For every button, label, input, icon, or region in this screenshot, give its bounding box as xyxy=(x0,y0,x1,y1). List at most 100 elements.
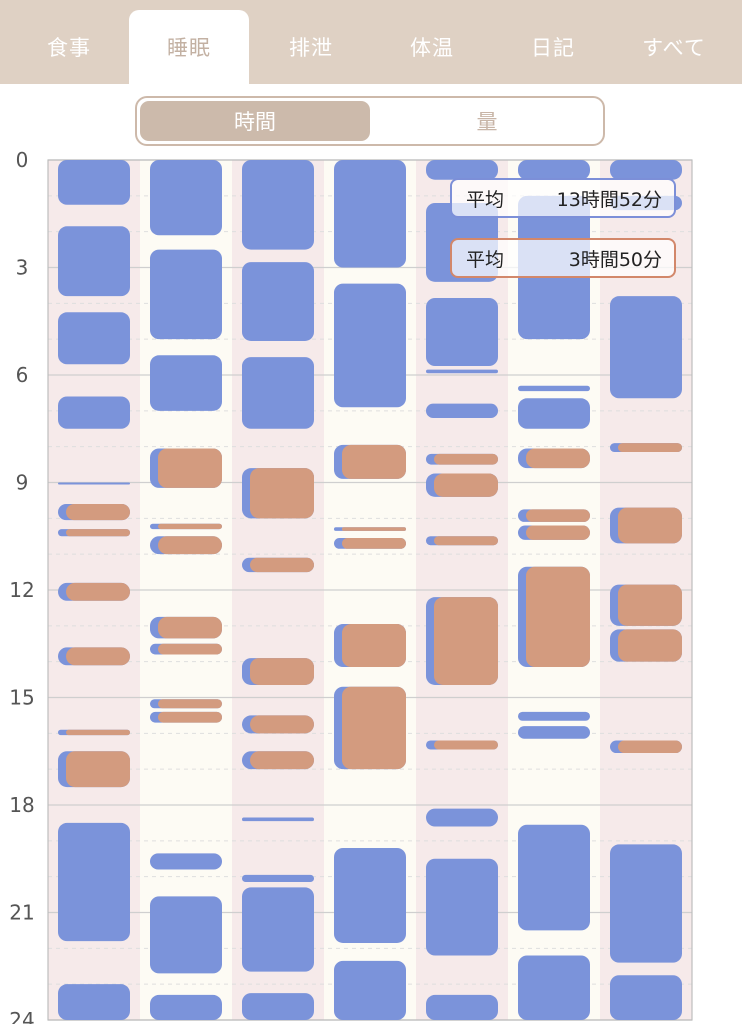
sleep-bar xyxy=(518,711,590,721)
tab-diary[interactable]: 日記 xyxy=(531,36,575,60)
nap-bar xyxy=(526,509,590,522)
y-tick-label: 0 xyxy=(16,148,29,172)
tab-meal[interactable]: 食事 xyxy=(47,36,91,60)
nap-bar xyxy=(342,527,406,531)
sleep-bar xyxy=(426,858,498,956)
nap-bar xyxy=(618,740,682,754)
sleep-bar xyxy=(334,848,406,943)
tab-all[interactable]: すべて xyxy=(642,36,706,60)
sleep-bar xyxy=(334,283,406,408)
tab-sleep[interactable]: 睡眠 xyxy=(129,10,249,84)
nap-bar xyxy=(526,448,590,469)
sleep-bar xyxy=(242,993,314,1020)
y-tick-label: 18 xyxy=(9,793,34,817)
sleep-bar xyxy=(426,403,498,418)
nap-bar xyxy=(158,448,222,488)
average-nap-value: 3時間50分 xyxy=(568,248,662,271)
tab-temperature[interactable]: 体温 xyxy=(410,36,454,60)
nap-bar xyxy=(526,566,590,668)
sleep-bar xyxy=(610,296,682,399)
sleep-bar xyxy=(426,160,498,180)
nap-bar xyxy=(66,647,130,666)
nap-bar xyxy=(434,597,498,685)
sleep-bar xyxy=(150,160,222,236)
sleep-bar xyxy=(58,482,130,485)
y-tick-label: 9 xyxy=(16,471,29,495)
nap-bar xyxy=(250,751,314,770)
nap-bar xyxy=(342,444,406,479)
sleep-bar xyxy=(334,960,406,1020)
sleep-bar xyxy=(150,355,222,411)
sleep-bar xyxy=(58,160,130,205)
sleep-bar xyxy=(518,160,590,180)
segment-amount[interactable]: 量 xyxy=(476,110,498,134)
sleep-bar xyxy=(58,984,130,1020)
sleep-bar xyxy=(610,975,682,1020)
nap-bar xyxy=(66,729,130,736)
sleep-bar xyxy=(518,824,590,931)
y-tick-label: 15 xyxy=(9,686,34,710)
sleep-bar xyxy=(150,249,222,340)
nap-bar xyxy=(66,529,130,537)
tab-bar: 食事 睡眠 排泄 体温 日記 すべて xyxy=(0,0,742,84)
mode-segmented-control: 時間 量 xyxy=(135,96,605,146)
nap-bar xyxy=(158,523,222,530)
sleep-bar xyxy=(58,822,130,942)
average-nap-box: 平均 3時間50分 xyxy=(450,238,676,278)
sleep-bar xyxy=(150,896,222,974)
nap-bar xyxy=(250,715,314,734)
y-tick-label: 3 xyxy=(16,256,29,280)
nap-bar xyxy=(158,711,222,723)
nap-bar xyxy=(158,699,222,709)
y-tick-label: 21 xyxy=(9,901,34,925)
nap-bar xyxy=(434,536,498,546)
sleep-bar xyxy=(150,853,222,870)
nap-bar xyxy=(158,643,222,655)
nap-bar xyxy=(618,629,682,662)
sleep-bar xyxy=(242,357,314,429)
average-sleep-label: 平均 xyxy=(465,188,504,211)
sleep-bar xyxy=(242,160,314,250)
sleep-bar xyxy=(610,844,682,963)
tab-excretion[interactable]: 排泄 xyxy=(289,36,333,60)
nap-bar xyxy=(526,525,590,540)
nap-bar xyxy=(342,624,406,668)
sleep-bar xyxy=(58,226,130,297)
sleep-bar xyxy=(58,396,130,429)
average-sleep-value: 13時間52分 xyxy=(556,188,662,211)
sleep-bar xyxy=(518,726,590,739)
average-sleep-box: 平均 13時間52分 xyxy=(450,178,676,218)
sleep-bar xyxy=(426,994,498,1020)
nap-bar xyxy=(158,616,222,639)
nap-bar xyxy=(342,686,406,770)
nap-bar xyxy=(158,536,222,555)
sleep-bar xyxy=(518,398,590,429)
nap-bar xyxy=(618,507,682,544)
nap-bar xyxy=(66,751,130,788)
nap-bar xyxy=(434,473,498,497)
sleep-bar xyxy=(150,994,222,1020)
sleep-bar xyxy=(242,874,314,883)
sleep-bar xyxy=(334,160,406,268)
segment-time[interactable]: 時間 xyxy=(140,101,370,141)
nap-bar xyxy=(250,658,314,685)
sleep-bar xyxy=(242,262,314,341)
nap-bar xyxy=(66,504,130,521)
nap-bar xyxy=(250,468,314,519)
sleep-bar xyxy=(426,369,498,374)
nap-bar xyxy=(618,584,682,626)
sleep-bar xyxy=(242,817,314,822)
nap-bar xyxy=(434,740,498,750)
nap-bar xyxy=(66,582,130,601)
average-nap-label: 平均 xyxy=(465,248,504,271)
y-tick-label: 12 xyxy=(9,578,34,602)
sleep-bar xyxy=(58,312,130,365)
nap-bar xyxy=(250,557,314,573)
y-tick-label: 6 xyxy=(16,363,29,387)
nap-bar xyxy=(342,538,406,549)
sleep-bar xyxy=(610,160,682,180)
sleep-bar xyxy=(426,808,498,827)
sleep-bar xyxy=(518,955,590,1020)
y-tick-label: 24 xyxy=(9,1008,34,1024)
